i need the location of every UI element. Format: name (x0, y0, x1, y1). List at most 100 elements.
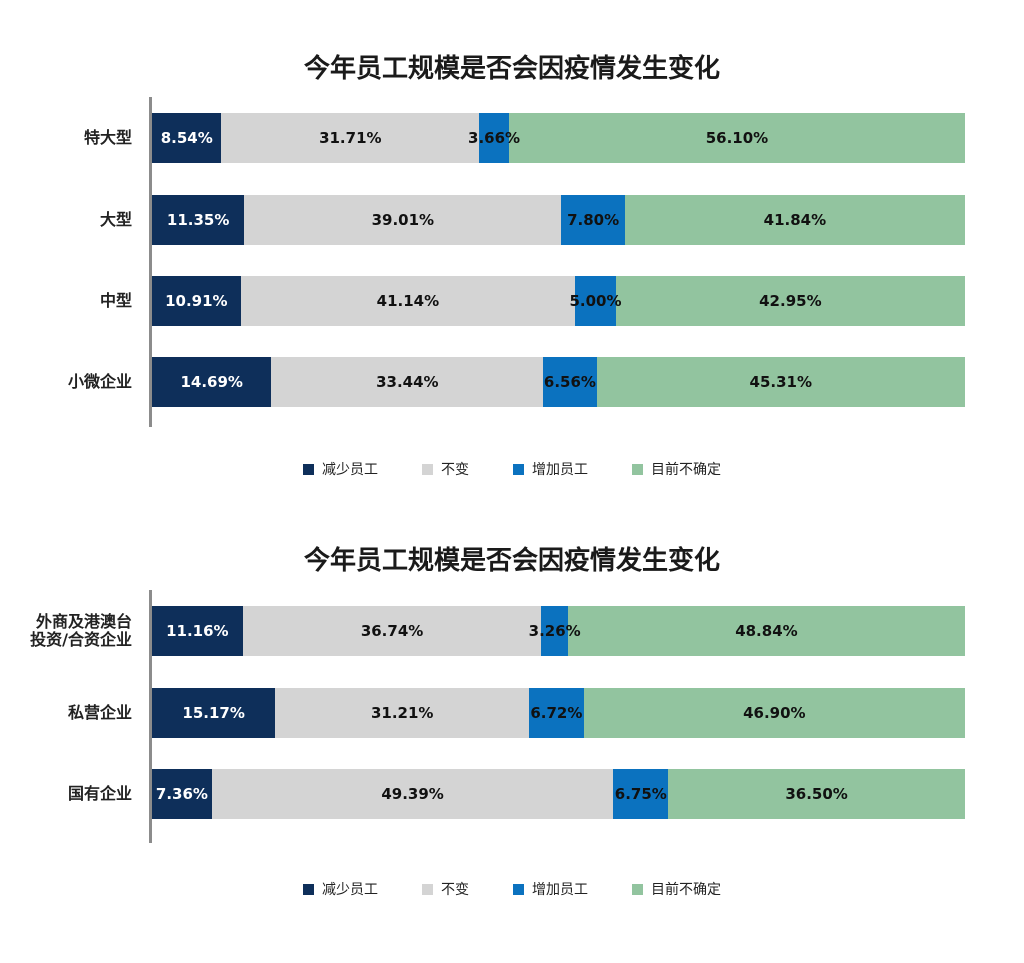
bar-row: 10.91% 41.14% 5.00% 42.95% (152, 276, 965, 326)
legend-swatch (513, 883, 524, 895)
category-label-line: 小微企业 (67, 372, 132, 391)
bar-segment: 48.84% (567, 606, 965, 656)
data-label: 49.39% (381, 785, 444, 803)
legend-label: 增加员工 (532, 462, 588, 478)
bar-row: 8.54% 31.71% 3.66% 56.10% (152, 113, 965, 163)
bar-row: 15.17% 31.21% 6.72% 46.90% (152, 688, 965, 738)
data-label: 7.36% (155, 785, 208, 803)
legend-item: 不变 (422, 459, 469, 479)
legend-label: 不变 (441, 882, 469, 898)
data-label: 31.71% (319, 129, 382, 147)
bar-segment: 3.66% (468, 113, 520, 163)
bar-segment: 49.39% (211, 769, 614, 819)
category-label: 国有企业 (0, 785, 132, 803)
bar-segment: 36.74% (242, 606, 542, 656)
category-label-line: 大型 (99, 210, 132, 229)
bar-row: 11.16% 36.74% 3.26% 48.84% (152, 606, 965, 656)
legend-swatch (632, 463, 643, 475)
legend-label: 增加员工 (532, 882, 588, 898)
chart-title: 今年员工规模是否会因疫情发生变化 (303, 546, 720, 576)
bar-segment: 7.36% (152, 769, 212, 819)
data-label: 7.80% (567, 211, 620, 229)
legend-swatch (303, 883, 314, 895)
category-label-line: 特大型 (83, 128, 132, 147)
data-label: 5.00% (569, 292, 622, 310)
category-label-line: 外商及港澳台 (35, 612, 132, 631)
legend-label: 减少员工 (322, 882, 378, 898)
category-label: 大型 (0, 211, 132, 229)
data-label: 41.84% (763, 211, 827, 229)
y-axis-line (149, 97, 152, 427)
data-label: 15.17% (182, 704, 245, 722)
data-label: 48.84% (735, 622, 798, 640)
bar-segment: 42.95% (615, 276, 965, 326)
category-label-line: 私营企业 (67, 703, 132, 722)
bar-segment: 15.17% (152, 688, 276, 738)
bar-row: 14.69% 33.44% 6.56% 45.31% (152, 357, 965, 407)
legend-item: 增加员工 (513, 459, 588, 479)
bar-segment: 8.54% (152, 113, 222, 163)
legend-swatch (513, 463, 524, 475)
bar-segment: 46.90% (583, 688, 965, 738)
legend: 减少员工 不变 增加员工 目前不确定 (0, 459, 1024, 479)
category-label-line: 国有企业 (67, 784, 132, 803)
legend-label: 目前不确定 (651, 882, 721, 898)
bar-segment: 5.00% (569, 276, 621, 326)
legend-item: 目前不确定 (632, 879, 721, 899)
category-label-line: 中型 (99, 291, 132, 310)
bar-segment: 45.31% (596, 357, 965, 407)
data-label: 3.66% (468, 129, 521, 147)
legend-item: 增加员工 (513, 879, 588, 899)
legend-swatch (632, 883, 643, 895)
bar-segment: 31.71% (221, 113, 480, 163)
data-label: 6.56% (543, 373, 596, 391)
data-label: 39.01% (371, 211, 435, 229)
legend: 减少员工 不变 增加员工 目前不确定 (0, 879, 1024, 899)
bar-row: 11.35% 39.01% 7.80% 41.84% (152, 195, 965, 245)
bar-segment: 41.84% (624, 195, 965, 245)
chart-title: 今年员工规模是否会因疫情发生变化 (303, 54, 720, 84)
legend-item: 减少员工 (303, 459, 378, 479)
data-label: 3.26% (528, 622, 581, 640)
category-label: 私营企业 (0, 704, 132, 722)
legend-swatch (303, 463, 314, 475)
bar-segment: 31.21% (275, 688, 530, 738)
bar-segment: 3.26% (529, 606, 581, 656)
data-label: 11.35% (166, 211, 230, 229)
legend-item: 目前不确定 (632, 459, 721, 479)
bar-segment: 41.14% (240, 276, 576, 326)
bar-segment: 10.91% (152, 276, 241, 326)
category-label: 特大型 (0, 129, 132, 147)
data-label: 42.95% (759, 292, 822, 310)
bar-segment: 11.16% (152, 606, 243, 656)
data-label: 46.90% (743, 704, 806, 722)
data-label: 36.50% (785, 785, 848, 803)
bar-segment: 56.10% (508, 113, 965, 163)
data-label: 41.14% (376, 292, 440, 310)
bar-segment: 6.56% (543, 357, 597, 407)
data-label: 11.16% (166, 622, 229, 640)
data-label: 6.75% (614, 785, 667, 803)
bar-segment: 11.35% (152, 195, 245, 245)
bar-row: 7.36% 49.39% 6.75% 36.50% (152, 769, 965, 819)
data-label: 36.74% (360, 622, 424, 640)
legend-label: 目前不确定 (651, 462, 721, 478)
data-label: 6.72% (530, 704, 583, 722)
data-label: 45.31% (749, 373, 813, 391)
data-label: 8.54% (160, 129, 213, 147)
bar-segment: 6.72% (529, 688, 584, 738)
bar-segment: 6.75% (613, 769, 669, 819)
bar-segment: 33.44% (271, 357, 544, 407)
legend-item: 不变 (422, 879, 469, 899)
bar-segment: 36.50% (668, 769, 965, 819)
legend-label: 减少员工 (322, 462, 378, 478)
data-label: 56.10% (705, 129, 769, 147)
legend-item: 减少员工 (303, 879, 378, 899)
category-label: 外商及港澳台 投资/合资企业 (0, 613, 132, 649)
bar-segment: 39.01% (244, 195, 562, 245)
data-label: 31.21% (370, 704, 434, 722)
category-label: 中型 (0, 292, 132, 310)
data-label: 33.44% (376, 373, 439, 391)
legend-swatch (422, 463, 433, 475)
